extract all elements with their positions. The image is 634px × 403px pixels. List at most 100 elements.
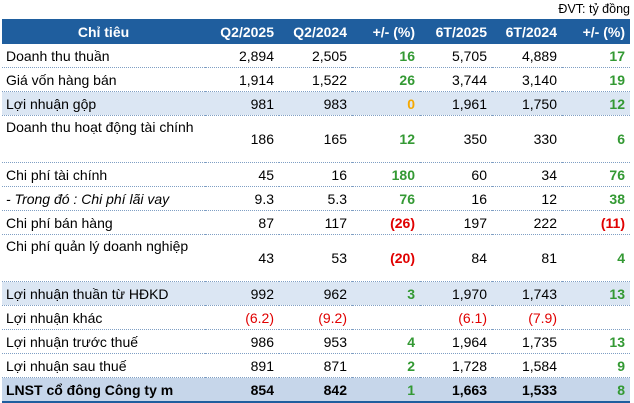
row-label: Lợi nhuận sau thuế xyxy=(2,353,205,378)
cell-q2-2024: 53 xyxy=(279,234,352,282)
cell-q2-2024: 871 xyxy=(279,353,352,378)
cell-6t-2025: 350 xyxy=(420,115,492,163)
table-row: - Trong đó : Chi phí lãi vay 9.3 5.3 76 … xyxy=(2,186,630,211)
table-row: Lợi nhuận sau thuế 891 871 2 1,728 1,584… xyxy=(2,353,630,378)
header-quarter-change: +/- (%) xyxy=(352,19,420,44)
cell-quarter-change: 0 xyxy=(352,91,420,116)
income-statement-table: Chỉ tiêu Q2/2025 Q2/2024 +/- (%) 6T/2025… xyxy=(2,19,630,403)
header-6t-2024: 6T/2024 xyxy=(492,19,562,44)
header-indicator: Chỉ tiêu xyxy=(2,19,205,44)
cell-6t-2024: 34 xyxy=(492,162,562,187)
cell-q2-2025: 891 xyxy=(205,353,279,378)
cell-quarter-change xyxy=(352,305,420,330)
row-label: Giá vốn hàng bán xyxy=(2,67,205,92)
cell-q2-2024: 962 xyxy=(279,281,352,306)
cell-q2-2025: 981 xyxy=(205,91,279,116)
header-row: Chỉ tiêu Q2/2025 Q2/2024 +/- (%) 6T/2025… xyxy=(2,19,630,44)
cell-q2-2025: 854 xyxy=(205,377,279,403)
cell-quarter-change: (20) xyxy=(352,234,420,282)
cell-q2-2025: 43 xyxy=(205,234,279,282)
cell-quarter-change: 3 xyxy=(352,281,420,306)
cell-half-change: 17 xyxy=(562,44,630,68)
row-label: - Trong đó : Chi phí lãi vay xyxy=(2,186,205,211)
row-label: Doanh thu thuần xyxy=(2,44,205,68)
row-label: LNST cổ đông Công ty m xyxy=(2,377,205,403)
cell-6t-2024: 1,584 xyxy=(492,353,562,378)
cell-half-change: 8 xyxy=(562,377,630,403)
header-6t-2025: 6T/2025 xyxy=(420,19,492,44)
cell-6t-2024: 222 xyxy=(492,210,562,235)
cell-6t-2025: 1,961 xyxy=(420,91,492,116)
cell-half-change: 38 xyxy=(562,186,630,211)
cell-quarter-change: 2 xyxy=(352,353,420,378)
cell-6t-2025: 1,964 xyxy=(420,329,492,354)
cell-6t-2025: 60 xyxy=(420,162,492,187)
cell-q2-2025: 186 xyxy=(205,115,279,163)
cell-q2-2024: 16 xyxy=(279,162,352,187)
cell-q2-2025: 2,894 xyxy=(205,44,279,68)
table-row-total: LNST cổ đông Công ty m 854 842 1 1,663 1… xyxy=(2,377,630,403)
cell-half-change: 19 xyxy=(562,67,630,92)
cell-q2-2025: (6.2) xyxy=(205,305,279,330)
cell-6t-2024: 1,533 xyxy=(492,377,562,403)
header-q2-2025: Q2/2025 xyxy=(205,19,279,44)
cell-q2-2024: 2,505 xyxy=(279,44,352,68)
cell-6t-2025: (6.1) xyxy=(420,305,492,330)
cell-q2-2024: 1,522 xyxy=(279,67,352,92)
row-label: Lợi nhuận khác xyxy=(2,305,205,330)
cell-q2-2024: 117 xyxy=(279,210,352,235)
cell-q2-2025: 1,914 xyxy=(205,67,279,92)
table-row: Chi phí tài chính 45 16 180 60 34 76 xyxy=(2,162,630,187)
cell-half-change: 6 xyxy=(562,115,630,163)
cell-quarter-change: 12 xyxy=(352,115,420,163)
cell-q2-2024: 983 xyxy=(279,91,352,116)
header-half-change: +/- (%) xyxy=(562,19,630,44)
cell-quarter-change: 4 xyxy=(352,329,420,354)
cell-6t-2025: 3,744 xyxy=(420,67,492,92)
cell-6t-2025: 16 xyxy=(420,186,492,211)
cell-6t-2025: 1,663 xyxy=(420,377,492,403)
row-label: Chi phí tài chính xyxy=(2,162,205,187)
cell-q2-2024: (9.2) xyxy=(279,305,352,330)
table-row: Lợi nhuận thuần từ HĐKD 992 962 3 1,970 … xyxy=(2,281,630,306)
cell-6t-2025: 84 xyxy=(420,234,492,282)
cell-6t-2024: 1,750 xyxy=(492,91,562,116)
table-row: Lợi nhuận gộp 981 983 0 1,961 1,750 12 xyxy=(2,91,630,116)
table-row: Lợi nhuận khác (6.2) (9.2) (6.1) (7.9) xyxy=(2,305,630,330)
cell-q2-2024: 842 xyxy=(279,377,352,403)
cell-half-change xyxy=(562,305,630,330)
cell-6t-2025: 1,970 xyxy=(420,281,492,306)
row-label: Doanh thu hoạt động tài chính xyxy=(2,115,205,163)
row-label: Chi phí bán hàng xyxy=(2,210,205,235)
cell-6t-2025: 5,705 xyxy=(420,44,492,68)
cell-quarter-change: 180 xyxy=(352,162,420,187)
cell-q2-2025: 9.3 xyxy=(205,186,279,211)
cell-q2-2024: 953 xyxy=(279,329,352,354)
cell-6t-2024: 1,743 xyxy=(492,281,562,306)
cell-quarter-change: 26 xyxy=(352,67,420,92)
cell-half-change: 9 xyxy=(562,353,630,378)
cell-quarter-change: 16 xyxy=(352,44,420,68)
row-label: Lợi nhuận trước thuế xyxy=(2,329,205,354)
cell-quarter-change: (26) xyxy=(352,210,420,235)
cell-6t-2025: 197 xyxy=(420,210,492,235)
table-row: Doanh thu thuần 2,894 2,505 16 5,705 4,8… xyxy=(2,44,630,68)
cell-q2-2024: 165 xyxy=(279,115,352,163)
cell-6t-2024: 4,889 xyxy=(492,44,562,68)
cell-6t-2024: 1,735 xyxy=(492,329,562,354)
cell-6t-2024: (7.9) xyxy=(492,305,562,330)
cell-half-change: (11) xyxy=(562,210,630,235)
table-row: Giá vốn hàng bán 1,914 1,522 26 3,744 3,… xyxy=(2,67,630,92)
cell-q2-2025: 45 xyxy=(205,162,279,187)
cell-q2-2025: 992 xyxy=(205,281,279,306)
row-label: Chi phí quản lý doanh nghiệp xyxy=(2,234,205,282)
cell-quarter-change: 76 xyxy=(352,186,420,211)
cell-half-change: 13 xyxy=(562,329,630,354)
table-row: Doanh thu hoạt động tài chính 186 165 12… xyxy=(2,115,630,163)
table-row: Chi phí bán hàng 87 117 (26) 197 222 (11… xyxy=(2,210,630,235)
cell-quarter-change: 1 xyxy=(352,377,420,403)
cell-half-change: 76 xyxy=(562,162,630,187)
cell-6t-2024: 81 xyxy=(492,234,562,282)
cell-6t-2024: 3,140 xyxy=(492,67,562,92)
cell-q2-2024: 5.3 xyxy=(279,186,352,211)
